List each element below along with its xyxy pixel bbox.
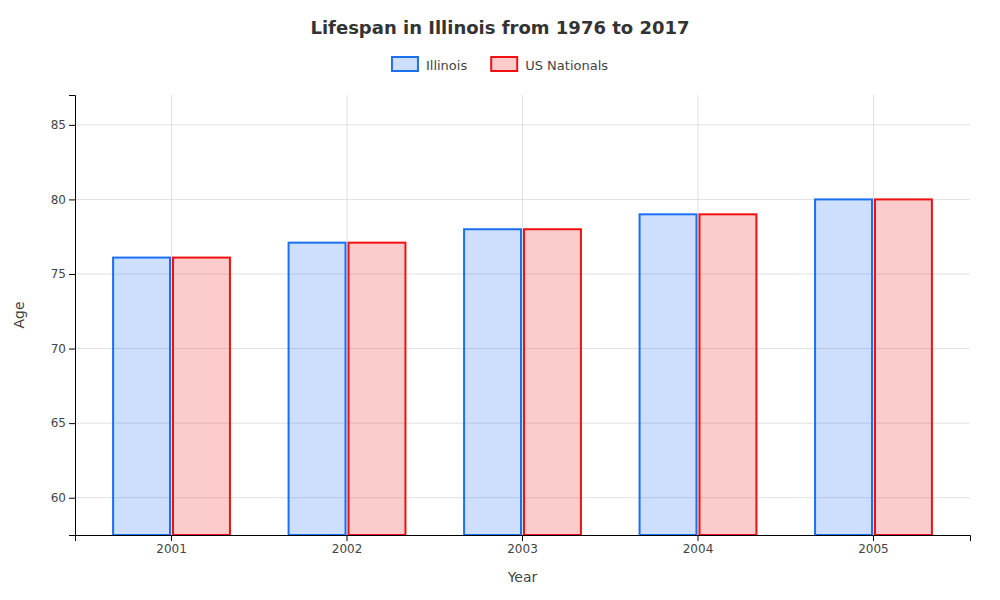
- y-axis-title: Age: [11, 301, 27, 328]
- legend: Illinois US Nationals: [392, 57, 608, 73]
- x-axis: 2001 2002 2003 2004 2005: [76, 535, 971, 556]
- y-tick: 85: [51, 118, 75, 132]
- y-tick-label: 85: [51, 118, 66, 132]
- x-tick-label: 2002: [332, 542, 363, 556]
- bar: [699, 214, 756, 535]
- y-tick-mark: [69, 423, 75, 424]
- y-tick-mark: [69, 199, 75, 200]
- y-tick: 65: [51, 416, 75, 430]
- bar: [113, 258, 170, 535]
- bar: [464, 229, 521, 535]
- x-tick-mark: [873, 535, 874, 541]
- y-tick-mark: [69, 498, 75, 499]
- x-tick-mark: [347, 535, 348, 541]
- legend-label: Illinois: [426, 58, 467, 73]
- bar-series: [173, 199, 932, 535]
- x-tick: 2001: [156, 535, 187, 556]
- chart: 2001 2002 2003 2004 2005 60 65 70 75 80 85 Year Age L…: [0, 0, 1000, 600]
- legend-swatch: [491, 57, 517, 71]
- grid: [75, 95, 970, 535]
- x-tick-label: 2004: [683, 542, 714, 556]
- x-tick-label: 2005: [858, 542, 889, 556]
- x-axis-line: [76, 536, 971, 542]
- bar: [524, 229, 581, 535]
- y-tick: 60: [51, 491, 75, 505]
- y-tick-mark: [69, 274, 75, 275]
- x-axis-title: Year: [507, 569, 538, 585]
- legend-swatch: [392, 57, 418, 71]
- bar: [815, 199, 872, 535]
- x-tick: 2002: [332, 535, 363, 556]
- y-tick-label: 65: [51, 416, 66, 430]
- y-tick-mark: [69, 125, 75, 126]
- x-tick-label: 2001: [156, 542, 187, 556]
- x-grid-line: [171, 95, 172, 535]
- x-tick: 2003: [507, 535, 538, 556]
- y-tick-mark: [69, 349, 75, 350]
- x-tick-mark: [697, 535, 698, 541]
- y-tick-label: 70: [51, 342, 66, 356]
- y-tick: 80: [51, 193, 75, 207]
- x-grid-line: [873, 95, 874, 535]
- bar: [289, 243, 346, 535]
- y-tick: 75: [51, 267, 75, 281]
- bar: [875, 199, 932, 535]
- y-axis: 60 65 70 75 80 85: [51, 96, 76, 536]
- x-tick: 2005: [858, 535, 889, 556]
- bar-series: [113, 199, 872, 535]
- legend-label: US Nationals: [525, 58, 608, 73]
- x-tick-label: 2003: [507, 542, 538, 556]
- bar: [173, 258, 230, 535]
- bar: [349, 243, 406, 535]
- legend-item: US Nationals: [491, 57, 608, 73]
- y-tick-label: 80: [51, 193, 66, 207]
- y-tick-label: 60: [51, 491, 66, 505]
- x-tick-mark: [522, 535, 523, 541]
- x-tick: 2004: [683, 535, 714, 556]
- x-tick-mark: [171, 535, 172, 541]
- bar: [640, 214, 697, 535]
- x-grid-line: [522, 95, 523, 535]
- y-tick: 70: [51, 342, 75, 356]
- legend-item: Illinois: [392, 57, 467, 73]
- title: Lifespan in Illinois from 1976 to 2017: [310, 17, 689, 38]
- x-grid-line: [697, 95, 698, 535]
- bars: [113, 199, 932, 535]
- x-grid-line: [347, 95, 348, 535]
- y-tick-label: 75: [51, 267, 66, 281]
- y-axis-line: [69, 96, 76, 536]
